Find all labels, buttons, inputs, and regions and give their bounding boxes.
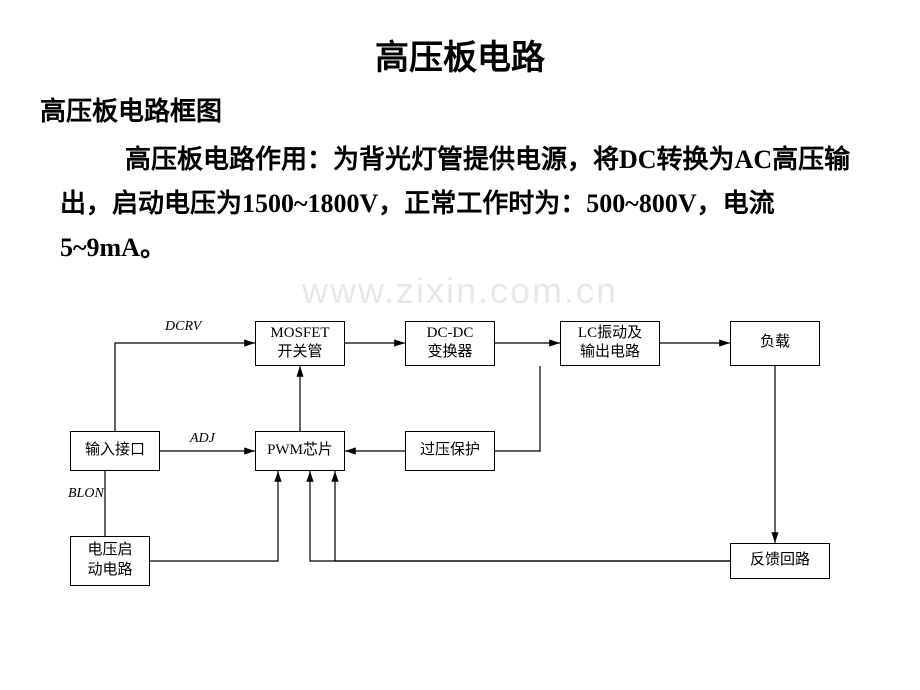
node-start: 电压启动电路 xyxy=(70,536,150,586)
page-content: 高压板电路 高压板电路框图 高压板电路作用：为背光灯管提供电源，将DC转换为AC… xyxy=(0,0,920,641)
edge-input-top xyxy=(115,343,255,431)
node-lc: LC振动及输出电路 xyxy=(560,321,660,366)
node-input: 输入接口 xyxy=(70,431,160,471)
edge-label: DCRV xyxy=(165,319,201,335)
block-diagram: 输入接口 MOSFET开关管 DC-DC变换器 LC振动及输出电路 负载 PWM芯片 过压保… xyxy=(60,291,900,611)
node-mosfet: MOSFET开关管 xyxy=(255,321,345,366)
node-feedback: 反馈回路 xyxy=(730,543,830,579)
edge-lc-ovp xyxy=(495,366,540,451)
diagram-subtitle: 高压板电路框图 xyxy=(40,91,880,128)
edge-feedback-pwm2 xyxy=(335,471,730,561)
node-ovp: 过压保护 xyxy=(405,431,495,471)
page-title: 高压板电路 xyxy=(40,30,880,79)
edge-label: ADJ xyxy=(190,431,215,447)
edge-label: BLON xyxy=(68,486,104,502)
edge-start-pwm xyxy=(150,471,278,561)
diagram-description: 高压板电路作用：为背光灯管提供电源，将DC转换为AC高压输出，启动电压为1500… xyxy=(60,138,870,271)
node-pwm: PWM芯片 xyxy=(255,431,345,471)
node-dcdc: DC-DC变换器 xyxy=(405,321,495,366)
node-load: 负载 xyxy=(730,321,820,366)
edge-feedback-pwm1 xyxy=(310,471,730,561)
